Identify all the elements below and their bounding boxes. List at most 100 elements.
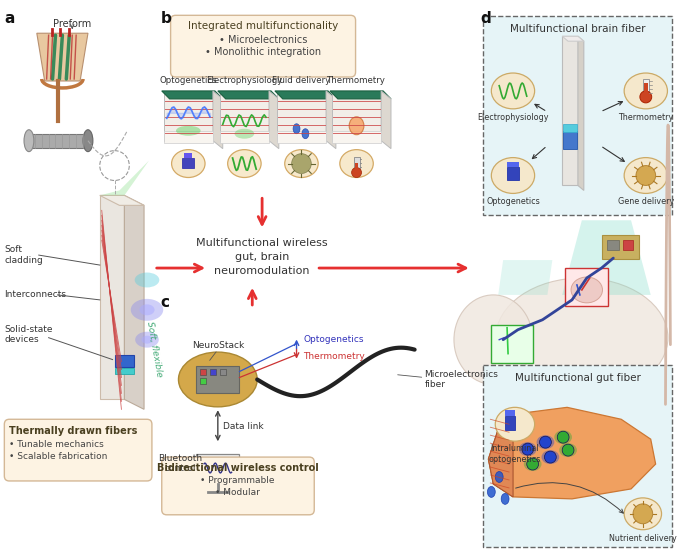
Ellipse shape	[176, 126, 201, 136]
Ellipse shape	[340, 150, 373, 178]
Bar	[220, 369, 225, 374]
Ellipse shape	[135, 332, 159, 348]
Bar	[200, 369, 206, 374]
Text: Thermally drawn fibers: Thermally drawn fibers	[10, 426, 138, 436]
Polygon shape	[37, 33, 88, 81]
Polygon shape	[332, 91, 381, 141]
Circle shape	[527, 458, 538, 470]
Ellipse shape	[302, 129, 309, 139]
Ellipse shape	[536, 435, 554, 449]
Bar	[184, 152, 192, 158]
Ellipse shape	[491, 73, 534, 109]
Polygon shape	[562, 36, 578, 185]
Text: • Monolithic integration: • Monolithic integration	[205, 47, 321, 57]
Polygon shape	[100, 195, 125, 400]
Text: Fluid delivery: Fluid delivery	[273, 76, 331, 85]
Ellipse shape	[554, 430, 572, 444]
Text: • Microelectronics: • Microelectronics	[219, 35, 308, 45]
Text: • Modular: • Modular	[215, 488, 260, 497]
Ellipse shape	[488, 486, 495, 497]
Circle shape	[633, 504, 653, 524]
Text: Multifunctional brain fiber: Multifunctional brain fiber	[510, 24, 646, 34]
Circle shape	[292, 153, 311, 173]
Bar	[114, 368, 134, 374]
Text: Soft
cladding: Soft cladding	[4, 246, 43, 265]
FancyBboxPatch shape	[4, 420, 152, 481]
Bar	[353, 157, 360, 171]
Bar	[196, 365, 240, 394]
Bar	[623, 240, 633, 250]
Ellipse shape	[140, 304, 155, 315]
FancyBboxPatch shape	[171, 15, 356, 77]
Bar	[563, 124, 577, 132]
Bar	[507, 162, 519, 167]
Ellipse shape	[491, 158, 534, 193]
Ellipse shape	[495, 407, 534, 441]
Bar	[196, 454, 240, 484]
Polygon shape	[164, 91, 213, 141]
Ellipse shape	[171, 150, 205, 178]
Bar	[643, 79, 649, 95]
Ellipse shape	[131, 299, 163, 321]
Text: Solid-state
devices: Solid-state devices	[4, 325, 53, 344]
Polygon shape	[220, 91, 269, 141]
Ellipse shape	[454, 295, 533, 384]
Circle shape	[562, 444, 574, 456]
Polygon shape	[326, 91, 336, 148]
Bar	[565, 268, 608, 306]
Text: d: d	[480, 12, 491, 26]
Polygon shape	[381, 91, 391, 148]
Ellipse shape	[519, 442, 536, 456]
Text: NeuroStack: NeuroStack	[192, 341, 244, 349]
Polygon shape	[220, 131, 269, 142]
Text: Optogenetics: Optogenetics	[160, 76, 217, 85]
Bar	[507, 167, 519, 181]
Ellipse shape	[501, 493, 509, 505]
Text: Multifunctional gut fiber: Multifunctional gut fiber	[515, 373, 641, 383]
Ellipse shape	[571, 277, 603, 303]
Circle shape	[558, 431, 569, 443]
Polygon shape	[162, 91, 223, 99]
Circle shape	[545, 451, 556, 463]
FancyBboxPatch shape	[162, 457, 314, 515]
Text: Thermometry: Thermometry	[303, 352, 365, 361]
Text: Integrated multifunctionality: Integrated multifunctionality	[188, 22, 338, 31]
Text: Intraluminal
optogenetics: Intraluminal optogenetics	[489, 444, 541, 464]
Circle shape	[351, 168, 362, 178]
Text: neuromodulation: neuromodulation	[214, 266, 310, 276]
Text: Interconnects: Interconnects	[4, 290, 66, 299]
Polygon shape	[488, 415, 513, 497]
Bar	[29, 134, 88, 147]
Circle shape	[540, 436, 551, 448]
Text: Electrophysiology: Electrophysiology	[477, 113, 549, 122]
Text: Multifunctional wireless: Multifunctional wireless	[197, 238, 328, 248]
Polygon shape	[125, 195, 144, 410]
Ellipse shape	[496, 278, 668, 397]
Bar	[484, 17, 673, 215]
Bar	[182, 158, 195, 168]
Bar	[114, 354, 134, 367]
Ellipse shape	[624, 73, 667, 109]
Polygon shape	[488, 407, 656, 499]
Bar	[505, 416, 515, 430]
Polygon shape	[332, 131, 381, 142]
Polygon shape	[562, 220, 651, 295]
Polygon shape	[488, 415, 513, 497]
Ellipse shape	[624, 158, 667, 193]
Ellipse shape	[24, 130, 34, 152]
Ellipse shape	[83, 130, 93, 152]
Ellipse shape	[624, 498, 662, 530]
Text: Optogenetics: Optogenetics	[303, 335, 364, 344]
Bar	[355, 163, 358, 173]
Polygon shape	[277, 131, 326, 142]
Circle shape	[636, 166, 656, 185]
Polygon shape	[562, 36, 584, 41]
Text: c: c	[161, 295, 170, 310]
Ellipse shape	[227, 150, 261, 178]
Bar	[563, 131, 577, 148]
Polygon shape	[269, 91, 279, 148]
Ellipse shape	[495, 471, 503, 482]
Text: Soft, flexible: Soft, flexible	[145, 321, 163, 378]
Ellipse shape	[179, 352, 257, 407]
Bar	[601, 235, 639, 259]
